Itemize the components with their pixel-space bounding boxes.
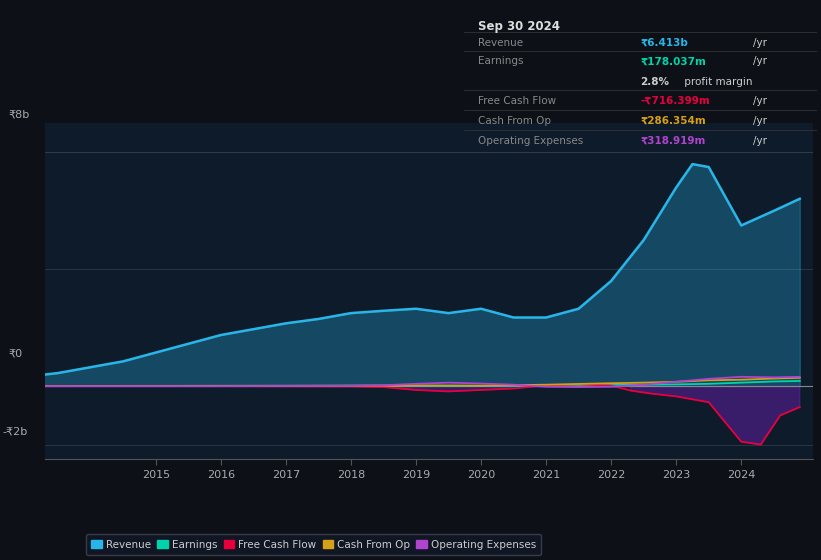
Text: /yr: /yr: [754, 116, 768, 126]
Text: Cash From Op: Cash From Op: [478, 116, 551, 126]
Text: 2.8%: 2.8%: [640, 77, 669, 87]
Text: Earnings: Earnings: [478, 57, 524, 66]
Text: ₹178.037m: ₹178.037m: [640, 57, 706, 66]
Text: /yr: /yr: [754, 96, 768, 106]
Text: profit margin: profit margin: [681, 77, 753, 87]
Text: -₹716.399m: -₹716.399m: [640, 96, 710, 106]
Text: /yr: /yr: [754, 57, 768, 66]
Text: /yr: /yr: [754, 38, 768, 48]
Text: /yr: /yr: [754, 136, 768, 146]
Text: ₹318.919m: ₹318.919m: [640, 136, 706, 146]
Text: Sep 30 2024: Sep 30 2024: [478, 20, 560, 33]
Text: Operating Expenses: Operating Expenses: [478, 136, 583, 146]
Text: ₹6.413b: ₹6.413b: [640, 38, 688, 48]
Text: ₹8b: ₹8b: [8, 110, 30, 120]
Text: Revenue: Revenue: [478, 38, 523, 48]
Text: Free Cash Flow: Free Cash Flow: [478, 96, 556, 106]
Text: ₹286.354m: ₹286.354m: [640, 116, 706, 126]
Text: ₹0: ₹0: [8, 349, 22, 359]
Text: -₹2b: -₹2b: [2, 426, 28, 436]
Legend: Revenue, Earnings, Free Cash Flow, Cash From Op, Operating Expenses: Revenue, Earnings, Free Cash Flow, Cash …: [86, 534, 542, 555]
